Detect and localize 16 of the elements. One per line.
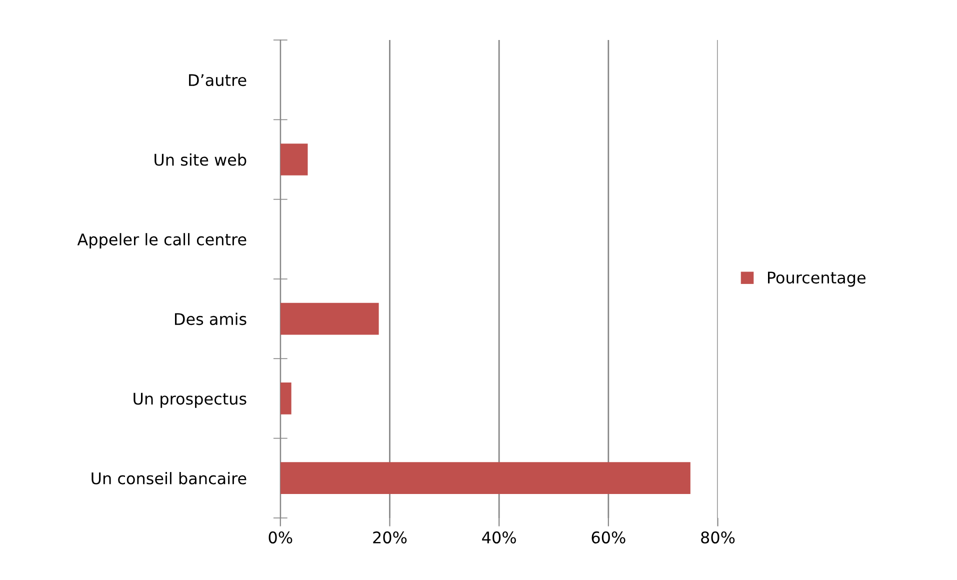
y-tick-label: Un prospectus	[134, 392, 246, 408]
legend-label: Pourcentage	[768, 272, 866, 287]
x-tick-label: 80%	[701, 531, 735, 544]
bar	[280, 382, 292, 414]
y-tick-label: Des amis	[175, 312, 246, 326]
x-tick-label: 60%	[592, 531, 626, 544]
bar	[280, 302, 379, 335]
bar	[280, 144, 308, 176]
x-tick-label: 0%	[268, 531, 292, 544]
y-tick-label: D’autre	[189, 74, 246, 86]
y-tick-label: Appeler le call centre	[77, 233, 246, 249]
bar	[280, 462, 690, 494]
x-tick-label: 20%	[373, 531, 407, 544]
y-tick-label: Un site web	[154, 153, 246, 166]
x-tick-label: 40%	[482, 531, 516, 544]
y-tick-label: Un conseil bancaire	[92, 472, 246, 484]
